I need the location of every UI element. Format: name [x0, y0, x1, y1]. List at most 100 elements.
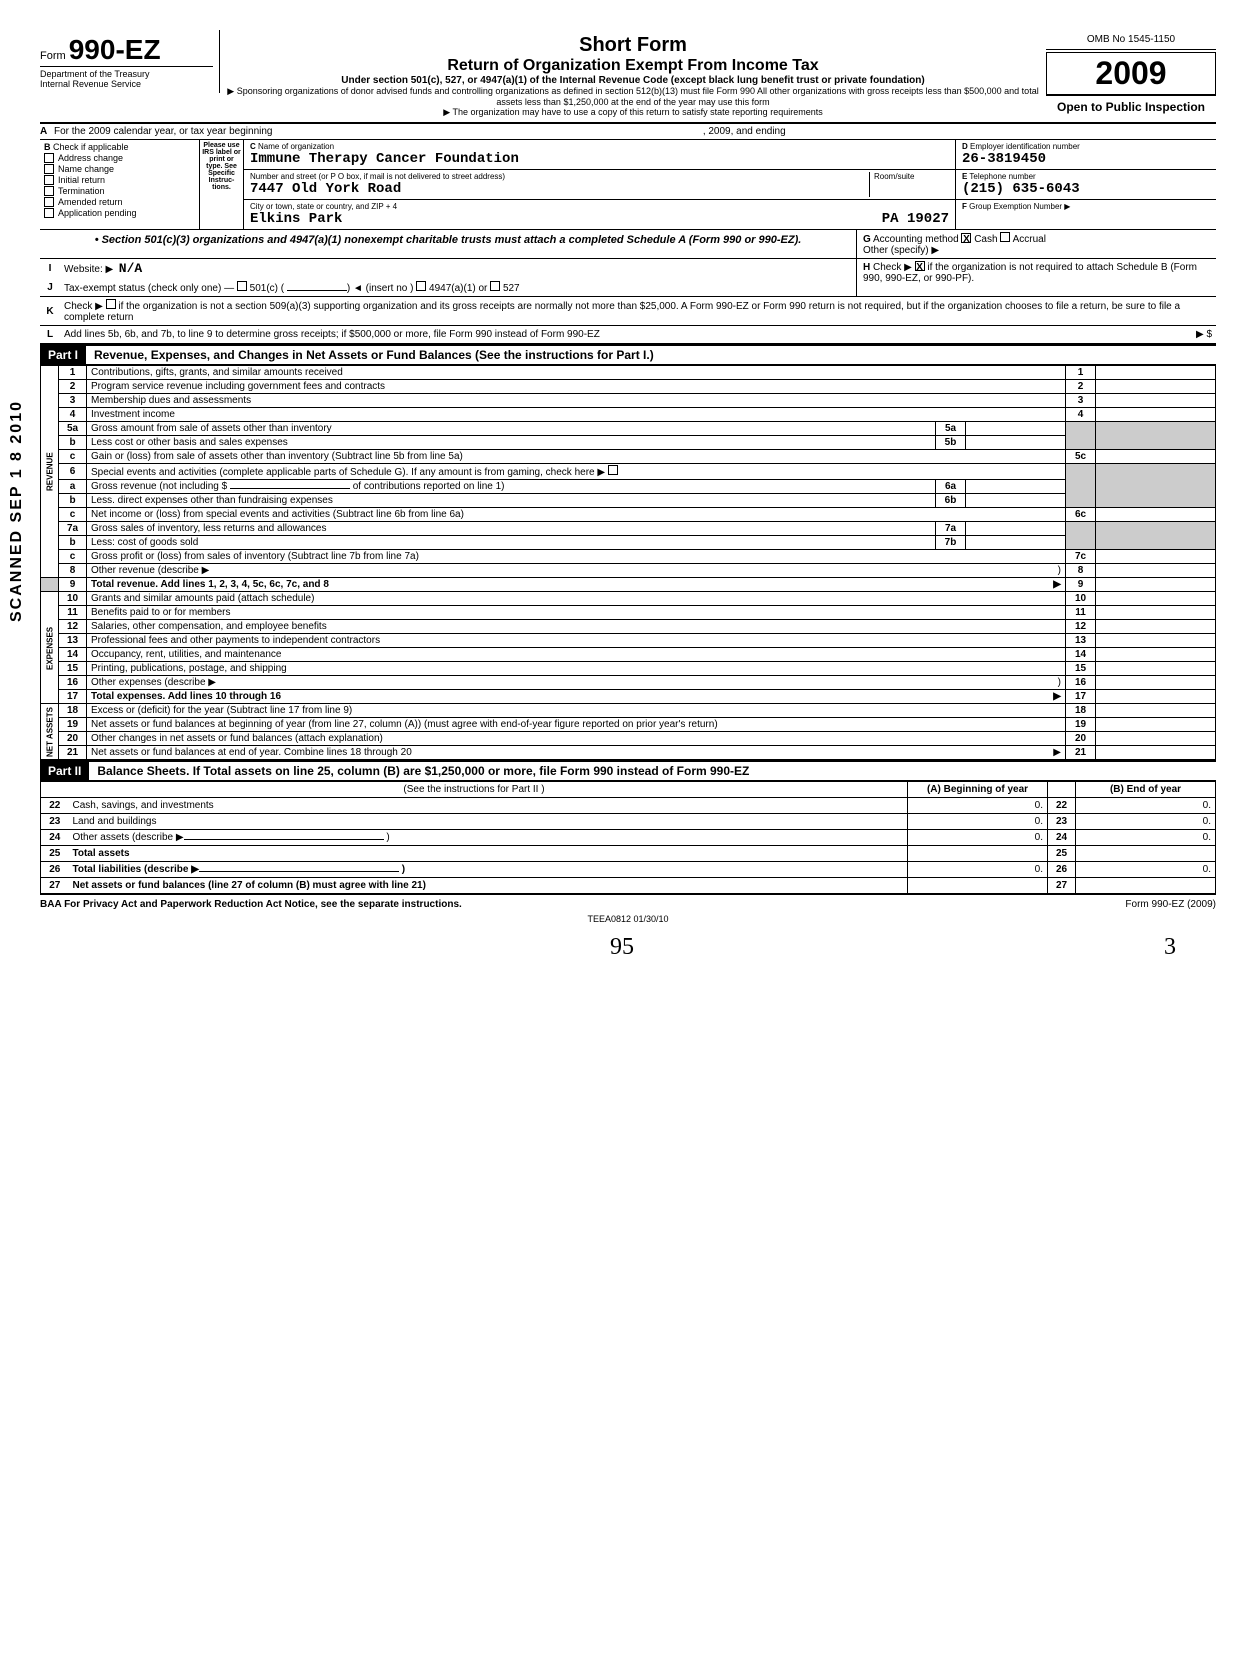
h-rest: if the organization is not required to a… — [863, 262, 1197, 284]
netassets-label: NET ASSETS — [41, 704, 59, 760]
line-18: Excess or (deficit) for the year (Subtra… — [87, 704, 1066, 718]
chk-accrual[interactable] — [1000, 232, 1010, 242]
section-note: • Section 501(c)(3) organizations and 49… — [40, 230, 856, 258]
k-text: if the organization is not a section 509… — [64, 301, 1180, 323]
chk-h[interactable]: X — [915, 261, 925, 271]
dept-treasury: Department of the Treasury — [40, 66, 213, 79]
g-label: Accounting method — [873, 234, 959, 245]
website: N/A — [119, 261, 142, 276]
part1-label: Part I — [40, 346, 86, 364]
line-6a-post: of contributions reported on line 1) — [353, 481, 505, 492]
balance-row: 23 Land and buildings 0. 23 0. — [41, 814, 1216, 830]
h-check: Check ▶ — [873, 262, 912, 273]
chk-k[interactable] — [106, 299, 116, 309]
balance-row: 26 Total liabilities (describe ▶ ) 0. 26… — [41, 862, 1216, 878]
l-arrow: ▶ $ — [1196, 329, 1212, 340]
line-9: Total revenue. Add lines 1, 2, 3, 4, 5c,… — [91, 579, 329, 590]
block-bcdef: B Check if applicable Address change Nam… — [40, 140, 1216, 230]
org-city: Elkins Park — [250, 211, 342, 227]
part2-label: Part II — [40, 762, 89, 780]
col-b-header: (B) End of year — [1076, 782, 1216, 798]
j-4947: 4947(a)(1) or — [429, 283, 487, 294]
room-label: Room/suite — [874, 172, 949, 181]
row-a-mid: , 2009, and ending — [703, 126, 786, 137]
line-2: Program service revenue including govern… — [87, 380, 1066, 394]
opt-name-change: Name change — [58, 164, 114, 174]
f-label: Group Exemption Number — [969, 202, 1062, 211]
title-short: Short Form — [226, 34, 1040, 57]
balance-table: (See the instructions for Part II ) (A) … — [40, 781, 1216, 894]
f-arrow: ▶ — [1064, 202, 1070, 211]
form-prefix: Form — [40, 50, 66, 62]
expenses-label: EXPENSES — [41, 592, 59, 704]
form-header: Form 990-EZ Department of the Treasury I… — [40, 30, 1216, 124]
scanned-stamp: SCANNED SEP 1 8 2010 — [8, 400, 26, 622]
chk-app-pending[interactable] — [44, 208, 54, 218]
balance-row: 22 Cash, savings, and investments 0. 22 … — [41, 798, 1216, 814]
line-6: Special events and activities (complete … — [91, 467, 595, 478]
part2-title: Balance Sheets. If Total assets on line … — [89, 762, 1216, 780]
please-use-irs: Please use IRS label or print or type. S… — [200, 140, 244, 229]
line-21: Net assets or fund balances at end of ye… — [91, 747, 412, 758]
chk-termination[interactable] — [44, 186, 54, 196]
c-name-label: Name of organization — [258, 142, 334, 151]
org-address: 7447 Old York Road — [250, 181, 869, 197]
balance-row: 25 Total assets 25 — [41, 846, 1216, 862]
chk-amended[interactable] — [44, 197, 54, 207]
part1-title: Revenue, Expenses, and Changes in Net As… — [86, 346, 1216, 364]
line-15: Printing, publications, postage, and shi… — [87, 662, 1066, 676]
j-501c: 501(c) ( — [250, 283, 284, 294]
org-name: Immune Therapy Cancer Foundation — [250, 151, 949, 167]
line-14: Occupancy, rent, utilities, and maintena… — [87, 648, 1066, 662]
chk-address-change[interactable] — [44, 153, 54, 163]
addr-label: Number and street (or P O box, if mail i… — [250, 172, 869, 181]
phone: (215) 635-6043 — [962, 181, 1210, 197]
k-label: Check ▶ — [64, 301, 103, 312]
col-a-header: (A) Beginning of year — [908, 782, 1048, 798]
open-to-public: Open to Public Inspection — [1046, 95, 1216, 118]
baa-notice: BAA For Privacy Act and Paperwork Reduct… — [40, 899, 462, 910]
l-text: Add lines 5b, 6b, and 7b, to line 9 to d… — [64, 329, 600, 340]
line-7c: Gross profit or (loss) from sales of inv… — [87, 550, 1066, 564]
title-sub: Under section 501(c), 527, or 4947(a)(1)… — [226, 75, 1040, 86]
g-cash: Cash — [974, 234, 997, 245]
line-7b: Less: cost of goods sold — [87, 536, 936, 550]
dept-irs: Internal Revenue Service — [40, 79, 213, 89]
line-1: Contributions, gifts, grants, and simila… — [87, 366, 1066, 380]
title-note2: ▶ The organization may have to use a cop… — [226, 107, 1040, 118]
opt-termination: Termination — [58, 186, 105, 196]
title-main: Return of Organization Exempt From Incom… — [226, 57, 1040, 75]
opt-amended: Amended return — [58, 197, 123, 207]
footer: BAA For Privacy Act and Paperwork Reduct… — [40, 894, 1216, 910]
chk-name-change[interactable] — [44, 164, 54, 174]
e-label: Telephone number — [969, 172, 1035, 181]
balance-row: 24 Other assets (describe ▶ ) 0. 24 0. — [41, 830, 1216, 846]
chk-527[interactable] — [490, 281, 500, 291]
chk-cash[interactable]: X — [961, 233, 971, 243]
part2-instr: (See the instructions for Part II ) — [41, 782, 908, 798]
row-a-text: For the 2009 calendar year, or tax year … — [54, 126, 272, 137]
balance-row: 27 Net assets or fund balances (line 27 … — [41, 878, 1216, 894]
line-16: Other expenses (describe ▶ — [91, 677, 216, 688]
chk-501c[interactable] — [237, 281, 247, 291]
j-insert: ) ◄ (insert no ) — [347, 283, 414, 294]
line-20: Other changes in net assets or fund bala… — [87, 732, 1066, 746]
chk-gaming[interactable] — [608, 465, 618, 475]
title-note1: ▶ Sponsoring organizations of donor advi… — [226, 86, 1040, 107]
part2-header: Part II Balance Sheets. If Total assets … — [40, 760, 1216, 781]
line-10: Grants and similar amounts paid (attach … — [87, 592, 1066, 606]
tax-year: 2009 — [1046, 52, 1216, 95]
line-4: Investment income — [87, 408, 1066, 422]
part1-header: Part I Revenue, Expenses, and Changes in… — [40, 344, 1216, 365]
i-label: Website: ▶ — [64, 264, 113, 275]
line-6a-pre: Gross revenue (not including $ — [91, 481, 227, 492]
footer-code: TEEA0812 01/30/10 — [40, 914, 1216, 924]
chk-initial-return[interactable] — [44, 175, 54, 185]
form-ref: Form 990-EZ (2009) — [1125, 899, 1216, 910]
org-state-zip: PA 19027 — [882, 211, 949, 227]
city-label: City or town, state or country, and ZIP … — [250, 202, 949, 211]
j-label: Tax-exempt status (check only one) — — [64, 283, 234, 294]
omb-number: OMB No 1545-1150 — [1046, 30, 1216, 50]
chk-4947[interactable] — [416, 281, 426, 291]
line-11: Benefits paid to or for members — [87, 606, 1066, 620]
